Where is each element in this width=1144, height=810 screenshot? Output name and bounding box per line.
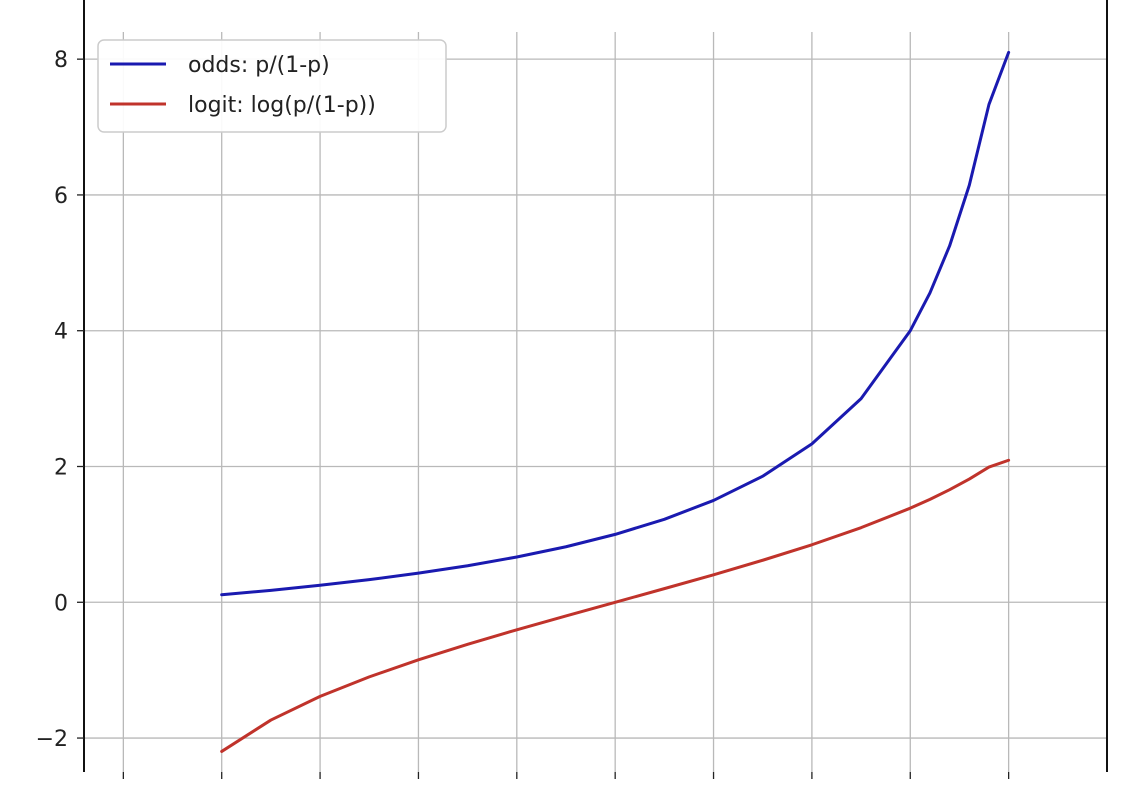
legend-box	[97, 39, 447, 133]
y-tick-label: 6	[54, 184, 68, 209]
legend-entry-0: odds: p/(1-p)	[188, 53, 330, 78]
y-tick-label: 2	[54, 455, 68, 480]
legend-entry-1: logit: log(p/(1-p))	[188, 93, 376, 118]
axes	[83, 0, 1108, 772]
grid	[84, 32, 1107, 772]
series-line-logit	[220, 458, 1011, 753]
series-lines	[220, 50, 1011, 753]
legend: odds: p/(1-p) logit: log(p/(1-p))	[97, 39, 447, 133]
y-tick-label: 8	[54, 48, 68, 73]
ticks: −2 0 2 4 6 8	[36, 48, 1010, 779]
series-line-odds	[220, 50, 1011, 597]
y-tick-label: −2	[36, 727, 68, 752]
y-tick-label: 0	[54, 591, 68, 616]
y-tick-label: 4	[54, 320, 68, 345]
